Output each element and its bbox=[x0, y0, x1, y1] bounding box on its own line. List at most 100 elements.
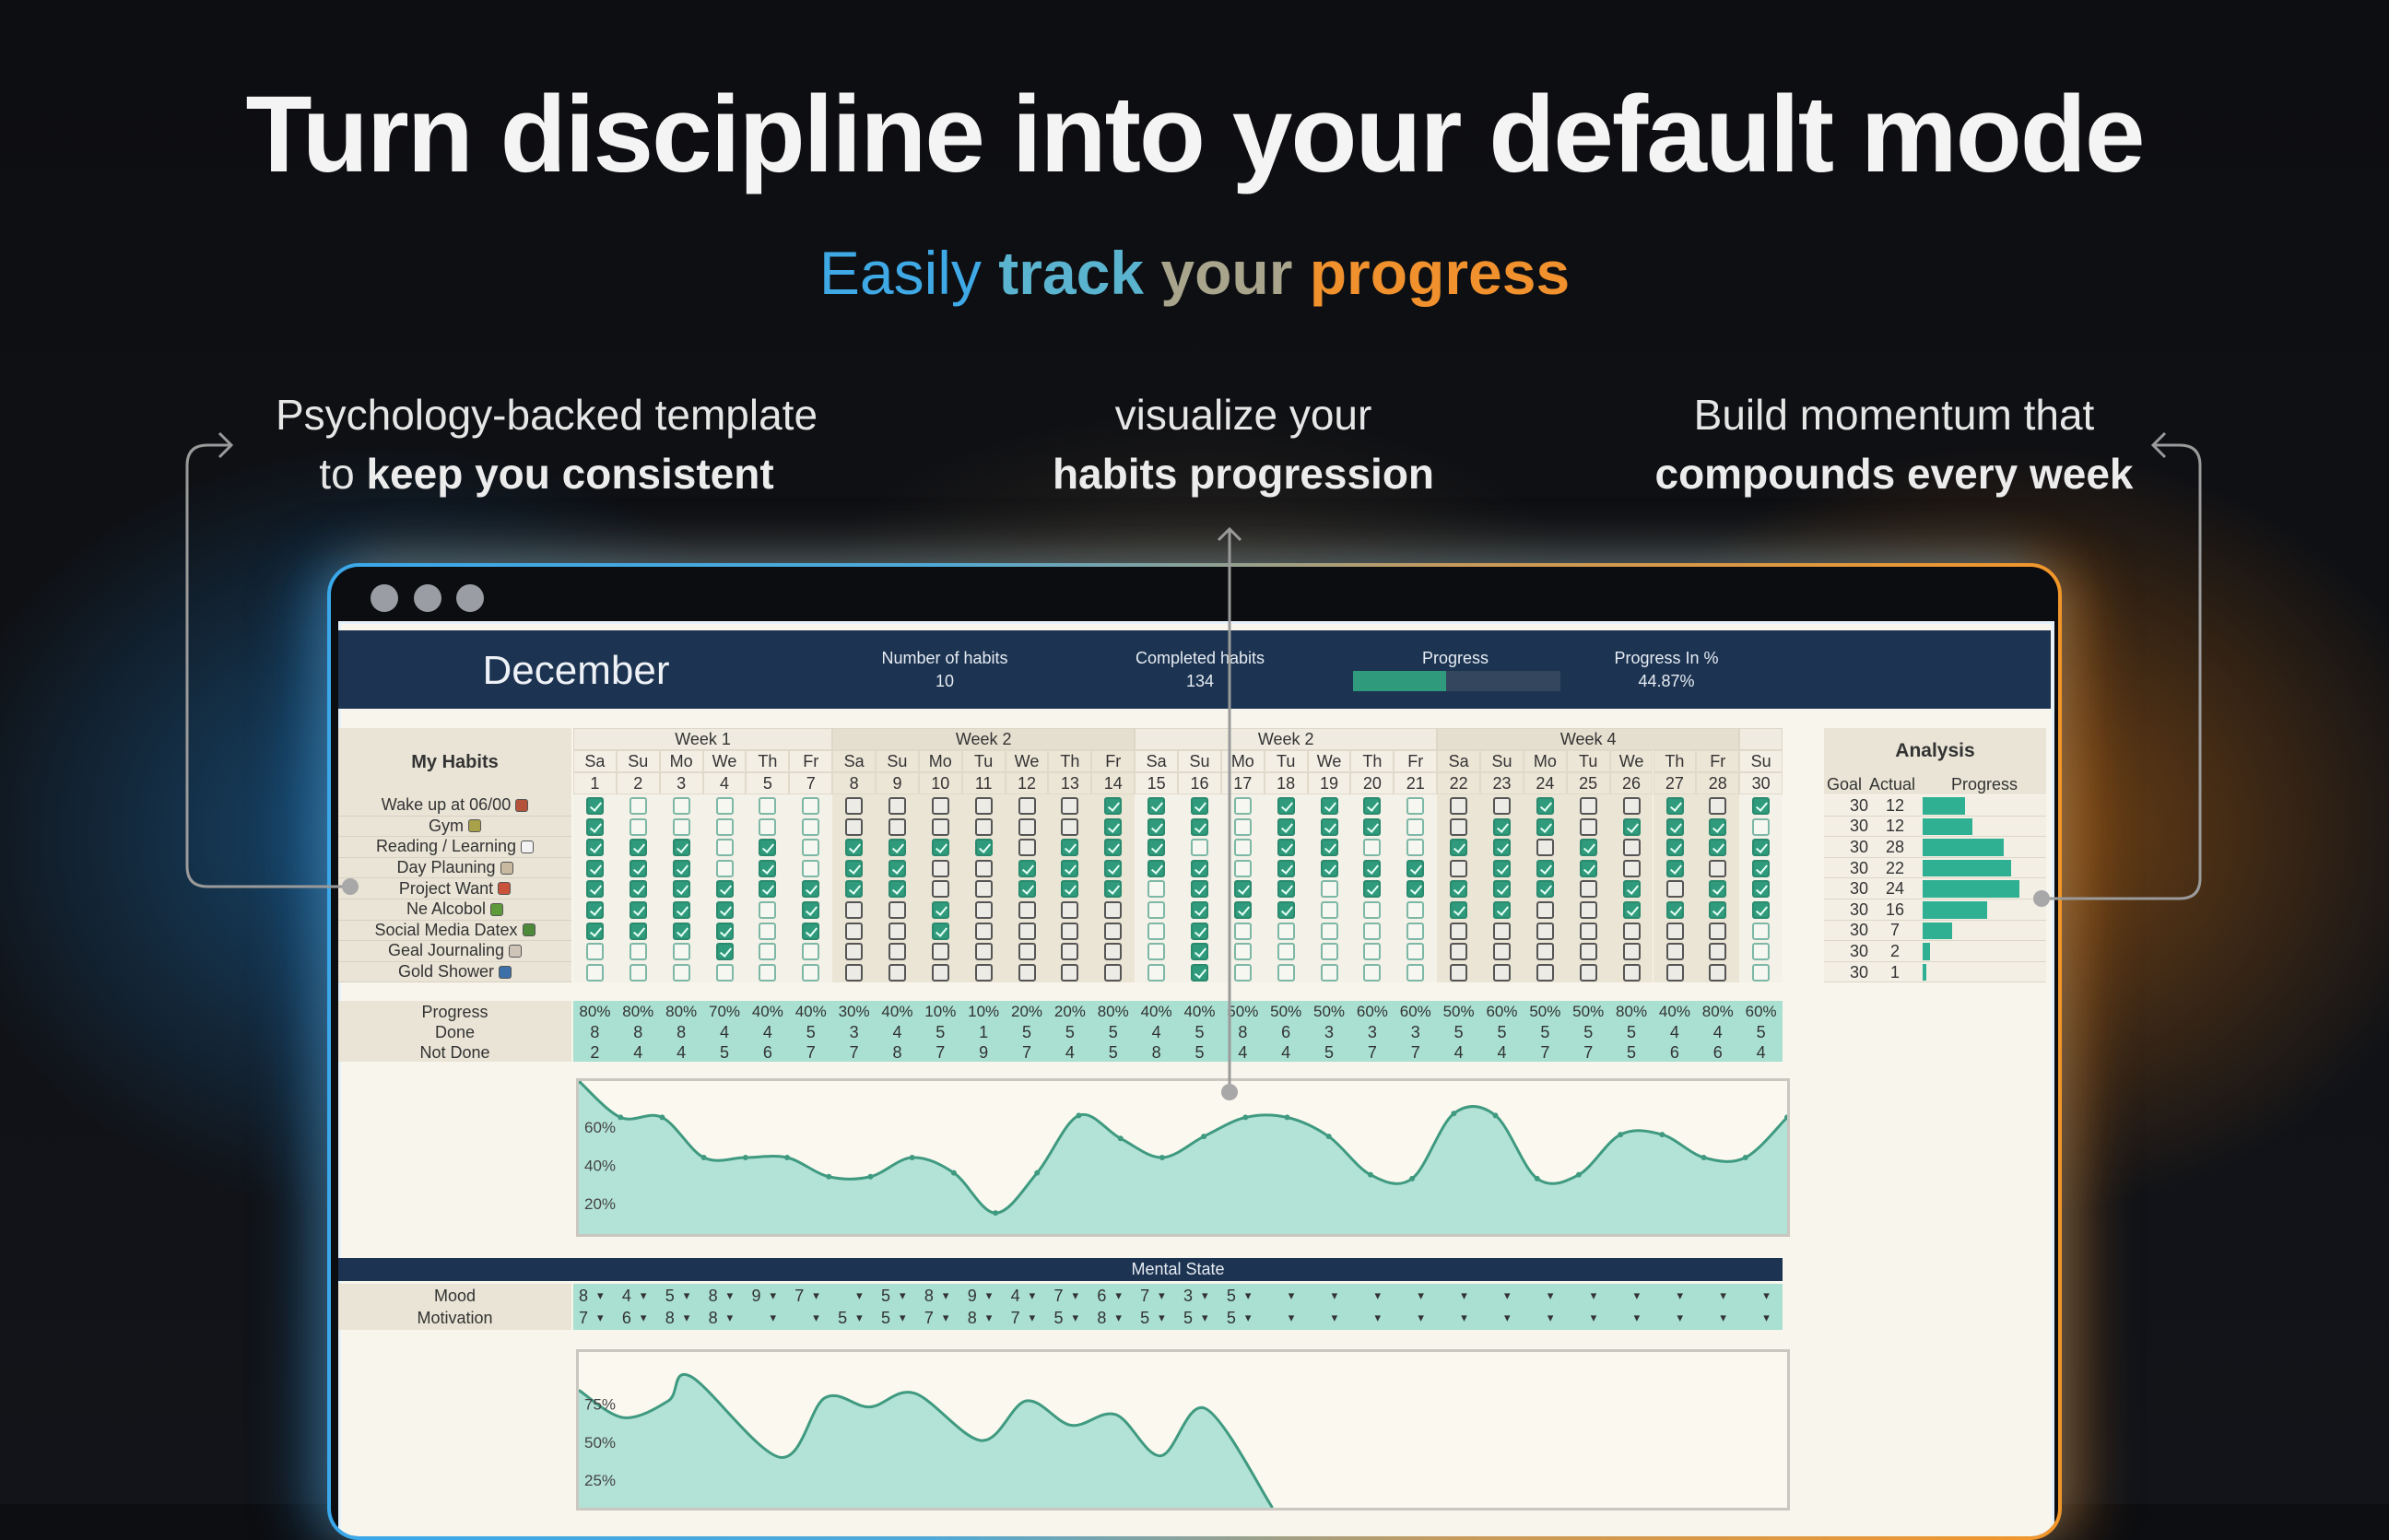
checkbox[interactable] bbox=[629, 797, 647, 815]
checkbox[interactable] bbox=[759, 943, 777, 961]
checkbox-checked[interactable] bbox=[759, 859, 777, 877]
checkbox-checked[interactable] bbox=[1191, 797, 1209, 815]
checkbox[interactable] bbox=[672, 817, 690, 836]
checkbox[interactable] bbox=[1493, 963, 1512, 982]
checkbox[interactable] bbox=[845, 922, 864, 940]
checkbox[interactable] bbox=[1752, 922, 1771, 940]
checkbox[interactable] bbox=[974, 943, 993, 961]
checkbox-checked[interactable] bbox=[1147, 839, 1166, 857]
checkbox-checked[interactable] bbox=[802, 880, 820, 899]
checkbox[interactable] bbox=[931, 943, 949, 961]
checkbox-checked[interactable] bbox=[672, 859, 690, 877]
checkbox[interactable] bbox=[672, 943, 690, 961]
checkbox-checked[interactable] bbox=[1191, 859, 1209, 877]
checkbox[interactable] bbox=[1406, 797, 1425, 815]
checkbox-checked[interactable] bbox=[1018, 880, 1036, 899]
checkbox-checked[interactable] bbox=[672, 880, 690, 899]
checkbox[interactable] bbox=[1579, 797, 1597, 815]
checkbox-checked[interactable] bbox=[1277, 859, 1295, 877]
checkbox[interactable] bbox=[1450, 963, 1468, 982]
checkbox[interactable] bbox=[889, 943, 907, 961]
checkbox[interactable] bbox=[1018, 839, 1036, 857]
checkbox-checked[interactable] bbox=[1579, 839, 1597, 857]
checkbox-checked[interactable] bbox=[1752, 880, 1771, 899]
checkbox[interactable] bbox=[629, 943, 647, 961]
checkbox[interactable] bbox=[1363, 922, 1382, 940]
checkbox[interactable] bbox=[715, 797, 734, 815]
checkbox-checked[interactable] bbox=[1406, 880, 1425, 899]
checkbox[interactable] bbox=[1104, 922, 1123, 940]
checkbox[interactable] bbox=[1579, 922, 1597, 940]
checkbox-checked[interactable] bbox=[1493, 817, 1512, 836]
checkbox-checked[interactable] bbox=[1277, 817, 1295, 836]
checkbox[interactable] bbox=[1622, 859, 1641, 877]
checkbox[interactable] bbox=[672, 797, 690, 815]
checkbox-checked[interactable] bbox=[1277, 901, 1295, 919]
checkbox[interactable] bbox=[802, 963, 820, 982]
checkbox-checked[interactable] bbox=[629, 922, 647, 940]
checkbox-checked[interactable] bbox=[1450, 880, 1468, 899]
checkbox[interactable] bbox=[931, 797, 949, 815]
checkbox-checked[interactable] bbox=[1191, 880, 1209, 899]
checkbox[interactable] bbox=[629, 817, 647, 836]
checkbox-checked[interactable] bbox=[1493, 880, 1512, 899]
checkbox-checked[interactable] bbox=[586, 901, 604, 919]
checkbox-checked[interactable] bbox=[759, 839, 777, 857]
checkbox-checked[interactable] bbox=[1709, 839, 1727, 857]
checkbox-checked[interactable] bbox=[1622, 901, 1641, 919]
checkbox[interactable] bbox=[845, 943, 864, 961]
checkbox[interactable] bbox=[1450, 943, 1468, 961]
checkbox[interactable] bbox=[1536, 963, 1554, 982]
checkbox[interactable] bbox=[1709, 963, 1727, 982]
checkbox-checked[interactable] bbox=[1536, 859, 1554, 877]
checkbox-checked[interactable] bbox=[672, 901, 690, 919]
checkbox-checked[interactable] bbox=[1709, 901, 1727, 919]
checkbox-checked[interactable] bbox=[1061, 859, 1079, 877]
checkbox[interactable] bbox=[889, 922, 907, 940]
window-dot-icon[interactable] bbox=[414, 584, 441, 612]
checkbox-checked[interactable] bbox=[1104, 880, 1123, 899]
checkbox[interactable] bbox=[1061, 817, 1079, 836]
checkbox[interactable] bbox=[1709, 922, 1727, 940]
checkbox[interactable] bbox=[1147, 922, 1166, 940]
checkbox[interactable] bbox=[759, 817, 777, 836]
checkbox-checked[interactable] bbox=[931, 839, 949, 857]
checkbox[interactable] bbox=[1665, 880, 1684, 899]
checkbox[interactable] bbox=[1406, 922, 1425, 940]
checkbox[interactable] bbox=[1147, 943, 1166, 961]
checkbox[interactable] bbox=[1233, 797, 1252, 815]
checkbox-checked[interactable] bbox=[629, 901, 647, 919]
checkbox[interactable] bbox=[1536, 922, 1554, 940]
checkbox-checked[interactable] bbox=[1665, 859, 1684, 877]
checkbox[interactable] bbox=[1147, 880, 1166, 899]
checkbox[interactable] bbox=[1622, 943, 1641, 961]
checkbox[interactable] bbox=[715, 817, 734, 836]
checkbox[interactable] bbox=[1752, 963, 1771, 982]
checkbox[interactable] bbox=[931, 963, 949, 982]
checkbox[interactable] bbox=[1320, 963, 1338, 982]
checkbox-checked[interactable] bbox=[1752, 901, 1771, 919]
checkbox[interactable] bbox=[1493, 922, 1512, 940]
checkbox-checked[interactable] bbox=[889, 880, 907, 899]
checkbox[interactable] bbox=[1579, 880, 1597, 899]
checkbox-checked[interactable] bbox=[1536, 817, 1554, 836]
checkbox[interactable] bbox=[802, 817, 820, 836]
checkbox[interactable] bbox=[1665, 963, 1684, 982]
checkbox[interactable] bbox=[1061, 901, 1079, 919]
checkbox[interactable] bbox=[1233, 859, 1252, 877]
checkbox-checked[interactable] bbox=[1752, 859, 1771, 877]
checkbox-checked[interactable] bbox=[889, 859, 907, 877]
checkbox-checked[interactable] bbox=[1665, 839, 1684, 857]
checkbox-checked[interactable] bbox=[1191, 943, 1209, 961]
checkbox-checked[interactable] bbox=[1363, 880, 1382, 899]
checkbox[interactable] bbox=[759, 797, 777, 815]
checkbox[interactable] bbox=[974, 817, 993, 836]
checkbox[interactable] bbox=[802, 839, 820, 857]
checkbox[interactable] bbox=[1536, 839, 1554, 857]
checkbox[interactable] bbox=[1709, 797, 1727, 815]
checkbox-checked[interactable] bbox=[586, 880, 604, 899]
checkbox-checked[interactable] bbox=[1665, 817, 1684, 836]
checkbox[interactable] bbox=[845, 817, 864, 836]
checkbox-checked[interactable] bbox=[1191, 901, 1209, 919]
checkbox-checked[interactable] bbox=[586, 797, 604, 815]
